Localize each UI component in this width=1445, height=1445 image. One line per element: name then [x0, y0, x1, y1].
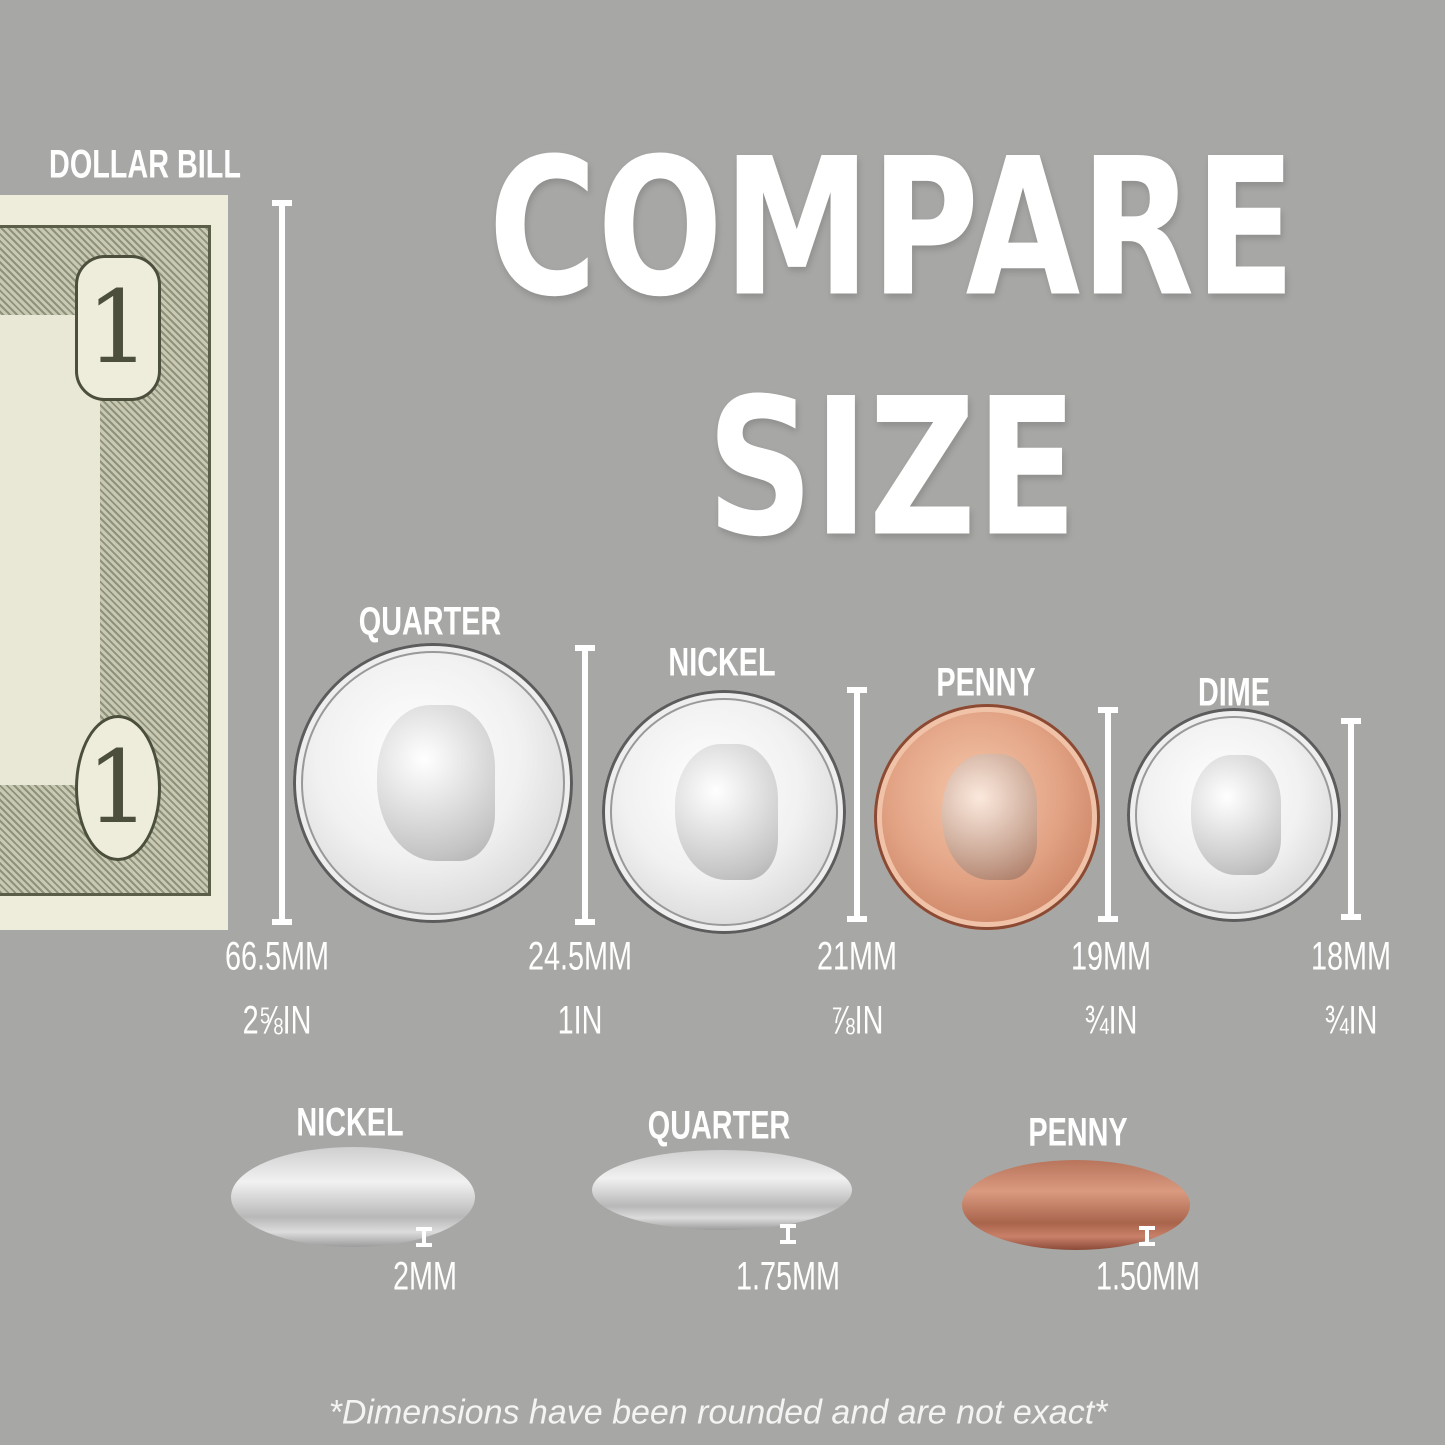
dollar-bill-in: 2⅝IN: [242, 998, 312, 1043]
nickel-thickness-marker: [416, 1227, 432, 1247]
dollar-bill-image: 1 1: [0, 195, 228, 930]
bill-numeral: 1: [75, 255, 161, 401]
penny-bracket: [1098, 707, 1118, 922]
nickel-edge-image: [231, 1147, 475, 1247]
quarter-in: 1IN: [557, 998, 603, 1043]
penny-in: ¾IN: [1084, 998, 1138, 1043]
nickel-in: ⅞IN: [830, 998, 884, 1043]
penny-thickness: 1.50MM: [1095, 1254, 1201, 1299]
nickel-thickness: 2MM: [392, 1254, 458, 1299]
dollar-bill-label: DOLLAR BILL: [49, 142, 241, 187]
nickel-label: NICKEL: [668, 640, 776, 685]
dime-mm: 18MM: [1310, 934, 1392, 979]
quarter-mm: 24.5MM: [527, 934, 633, 979]
quarter-edge-image: [592, 1150, 852, 1230]
nickel-mm: 21MM: [816, 934, 898, 979]
dime-in: ¾IN: [1324, 998, 1378, 1043]
penny-label: PENNY: [936, 660, 1036, 705]
penny-mm: 19MM: [1070, 934, 1152, 979]
quarter-bracket: [575, 645, 595, 925]
title-line-1: COMPARE: [488, 117, 1296, 339]
dollar-bill-mm: 66.5MM: [224, 934, 330, 979]
quarter-coin-image: [293, 643, 573, 923]
dime-label: DIME: [1198, 670, 1270, 715]
title-line-2: SIZE: [706, 357, 1078, 579]
penny-edge-label: PENNY: [1028, 1110, 1128, 1155]
nickel-edge-label: NICKEL: [296, 1100, 404, 1145]
quarter-label: QUARTER: [358, 599, 502, 644]
dollar-bill-height-bracket: [272, 200, 292, 925]
dime-coin-image: [1127, 708, 1341, 922]
penny-edge-image: [962, 1160, 1190, 1250]
penny-coin-image: [874, 704, 1100, 930]
quarter-edge-label: QUARTER: [647, 1103, 791, 1148]
footnote: *Dimensions have been rounded and are no…: [328, 1393, 1108, 1432]
dime-bracket: [1341, 718, 1361, 920]
quarter-thickness: 1.75MM: [735, 1254, 841, 1299]
bill-numeral: 1: [75, 715, 161, 861]
quarter-thickness-marker: [780, 1224, 796, 1244]
nickel-bracket: [847, 687, 867, 922]
nickel-coin-image: [602, 690, 846, 934]
penny-thickness-marker: [1139, 1226, 1155, 1246]
